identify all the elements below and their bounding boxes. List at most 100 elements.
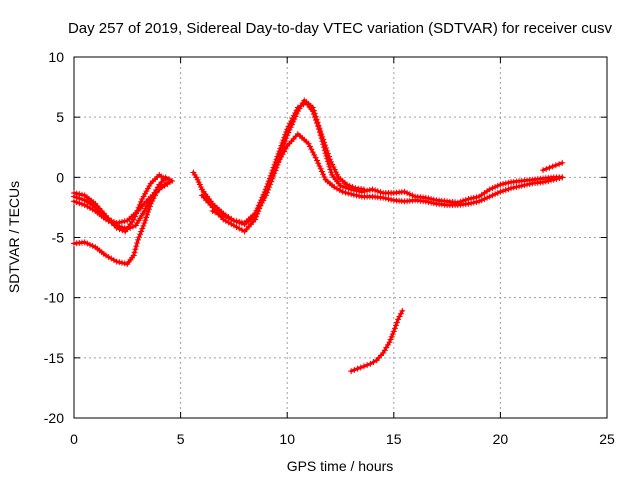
data-point: [118, 259, 125, 266]
data-point: [343, 181, 350, 188]
data-point: [146, 203, 153, 210]
data-point: [318, 131, 325, 138]
data-point: [489, 185, 496, 192]
data-point: [139, 195, 146, 202]
y-axis-label: SDTVAR / TECUs: [6, 181, 22, 293]
data-point: [143, 214, 150, 221]
data-point: [320, 171, 327, 178]
data-point: [162, 174, 169, 181]
data-point: [360, 363, 367, 370]
data-point: [323, 147, 330, 154]
data-point: [253, 210, 260, 217]
data-point: [468, 200, 475, 207]
data-point: [353, 192, 360, 199]
series-track-c: [71, 179, 173, 227]
data-point: [505, 186, 512, 193]
data-point: [129, 223, 136, 230]
data-point: [130, 252, 137, 259]
data-point: [279, 146, 286, 153]
data-point: [465, 200, 472, 207]
data-point: [118, 224, 125, 231]
data-point: [316, 125, 323, 132]
data-point: [553, 175, 560, 182]
data-point: [145, 209, 152, 216]
chart-title: Day 257 of 2019, Sidereal Day-to-day VTE…: [68, 20, 613, 37]
data-point: [214, 210, 221, 217]
data-point: [549, 163, 556, 170]
data-point: [552, 162, 559, 169]
data-point: [145, 206, 152, 213]
data-point: [108, 217, 115, 224]
data-point: [325, 153, 332, 160]
data-point: [258, 200, 265, 207]
data-point: [559, 159, 566, 166]
data-point: [374, 188, 381, 195]
data-point: [354, 365, 361, 372]
data-point: [505, 179, 512, 186]
data-point: [121, 260, 128, 267]
data-point: [287, 124, 294, 131]
data-point: [364, 362, 371, 369]
data-point: [256, 205, 263, 212]
data-point: [481, 195, 488, 202]
data-point: [132, 246, 139, 253]
data-point: [357, 364, 364, 371]
data-point: [291, 116, 298, 123]
data-point: [349, 183, 356, 190]
data-point: [158, 182, 165, 189]
data-point: [315, 122, 322, 129]
data-point: [390, 328, 397, 335]
data-point: [356, 192, 363, 199]
data-point: [367, 360, 374, 367]
data-point: [486, 193, 493, 200]
data-point: [134, 240, 141, 247]
x-tick-label: 20: [493, 431, 509, 447]
y-tick-label: -5: [52, 230, 65, 246]
data-point: [330, 164, 337, 171]
data-point: [513, 183, 520, 190]
data-point: [397, 310, 404, 317]
data-point: [137, 231, 144, 238]
data-point: [508, 185, 515, 192]
data-point: [113, 220, 120, 227]
data-point: [320, 136, 327, 143]
data-point: [486, 186, 493, 193]
data-point: [308, 146, 315, 153]
data-point: [389, 331, 396, 338]
data-point: [556, 161, 563, 168]
data-point: [143, 188, 150, 195]
data-point: [144, 211, 151, 218]
data-point: [254, 207, 261, 214]
data-point: [314, 157, 321, 164]
data-point: [484, 194, 491, 201]
data-point: [153, 189, 160, 196]
data-point: [540, 179, 547, 186]
data-point: [317, 165, 324, 172]
data-point: [141, 220, 148, 227]
data-point: [382, 195, 389, 202]
data-point: [71, 193, 77, 200]
data-point: [266, 184, 273, 191]
data-point: [285, 129, 292, 136]
data-point: [105, 216, 112, 223]
data-point: [385, 195, 392, 202]
data-point: [142, 217, 149, 224]
data-point: [502, 180, 509, 187]
data-point: [252, 212, 259, 219]
data-point: [510, 184, 517, 191]
x-tick-label: 15: [386, 431, 402, 447]
data-point: [217, 211, 224, 218]
data-point: [262, 192, 269, 199]
data-point: [280, 144, 287, 151]
data-point: [276, 155, 283, 162]
data-point: [399, 307, 406, 314]
data-point: [312, 154, 319, 161]
data-point: [121, 218, 128, 225]
data-point: [500, 180, 507, 187]
data-point: [147, 200, 154, 207]
data-point: [492, 191, 499, 198]
data-point: [272, 167, 279, 174]
data-point: [140, 222, 147, 229]
data-point: [222, 214, 229, 221]
